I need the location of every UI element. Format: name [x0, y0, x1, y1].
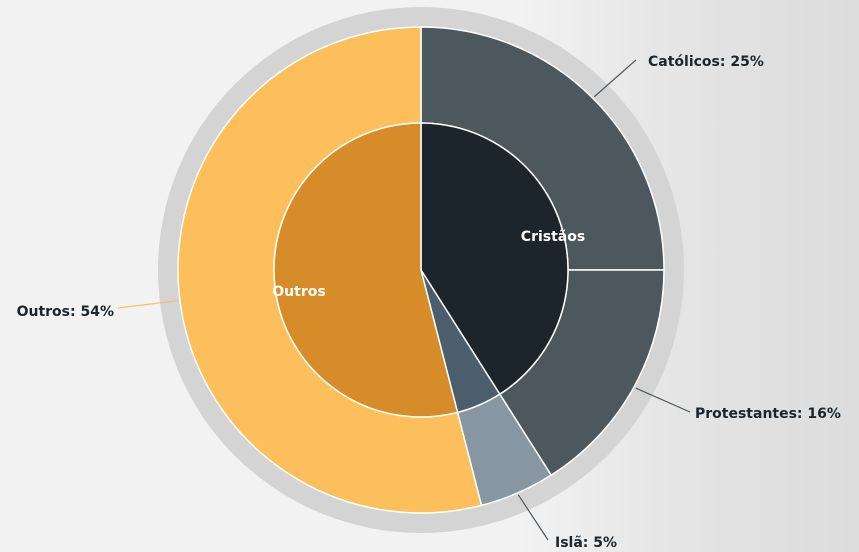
- inner-label: Cristãos: [521, 229, 585, 245]
- outer-label: Católicos: 25%: [648, 54, 764, 70]
- outer-label: Islã: 5%: [555, 535, 617, 551]
- outer-label: Outros: 54%: [17, 304, 114, 320]
- outer-label: Protestantes: 16%: [695, 406, 841, 422]
- chart: Cristãos Outros Católicos: 25% Protestantes…: [0, 0, 859, 552]
- inner-label: Outros: [272, 284, 325, 300]
